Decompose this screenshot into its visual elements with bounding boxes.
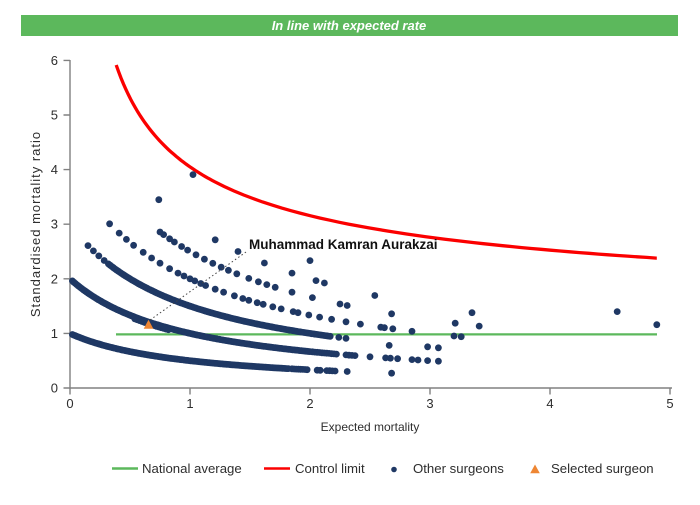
svg-text:5: 5 [51,108,58,123]
svg-text:Selected surgeon: Selected surgeon [551,461,654,476]
svg-text:Muhammad Kamran Aurakzai: Muhammad Kamran Aurakzai [249,237,438,252]
svg-text:Other surgeons: Other surgeons [413,461,504,476]
svg-text:Standardised mortality ratio: Standardised mortality ratio [28,131,43,317]
svg-text:4: 4 [51,162,58,177]
svg-text:3: 3 [426,396,433,411]
svg-text:2: 2 [306,396,313,411]
svg-text:6: 6 [51,53,58,68]
svg-text:5: 5 [666,396,673,411]
svg-text:National average: National average [142,461,242,476]
svg-text:0: 0 [51,381,58,396]
svg-text:4: 4 [546,396,553,411]
svg-text:0: 0 [66,396,73,411]
svg-text:Control limit: Control limit [295,461,365,476]
svg-text:Expected mortality: Expected mortality [321,420,420,434]
svg-text:3: 3 [51,217,58,232]
svg-text:1: 1 [186,396,193,411]
svg-text:1: 1 [51,326,58,341]
svg-text:In line with expected rate: In line with expected rate [272,18,427,33]
svg-text:2: 2 [51,271,58,286]
